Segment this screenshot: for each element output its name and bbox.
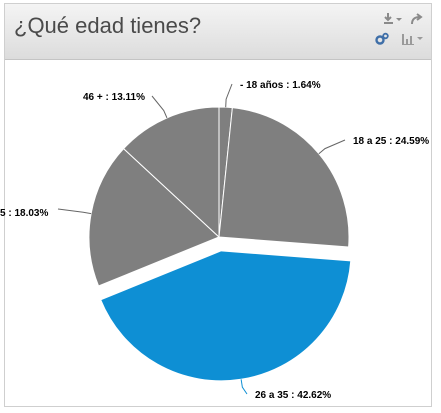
leader-line (151, 95, 168, 119)
data-label: 46 + : 13.11% (83, 92, 145, 103)
pie-slice[interactable] (88, 147, 220, 287)
pie-slice[interactable] (218, 107, 350, 248)
leader-line (318, 139, 346, 155)
leader-line (240, 379, 248, 395)
settings-gears-icon[interactable] (375, 32, 389, 51)
panel-header: ¿Qué edad tienes? (5, 4, 431, 60)
download-icon[interactable] (383, 12, 403, 31)
leader-line (225, 83, 233, 108)
page-title: ¿Qué edad tienes? (14, 13, 202, 38)
pie-slice[interactable] (100, 250, 352, 382)
leader-line (57, 208, 92, 215)
data-label: 5 : 18.03% (0, 208, 48, 219)
share-icon[interactable] (410, 12, 424, 31)
data-label: - 18 años : 1.64% (240, 80, 321, 91)
data-label: 18 a 25 : 24.59% (353, 136, 429, 147)
data-label: 26 a 35 : 42.62% (255, 390, 331, 401)
pie-slice[interactable] (122, 106, 220, 239)
chart-type-icon[interactable] (401, 32, 425, 51)
